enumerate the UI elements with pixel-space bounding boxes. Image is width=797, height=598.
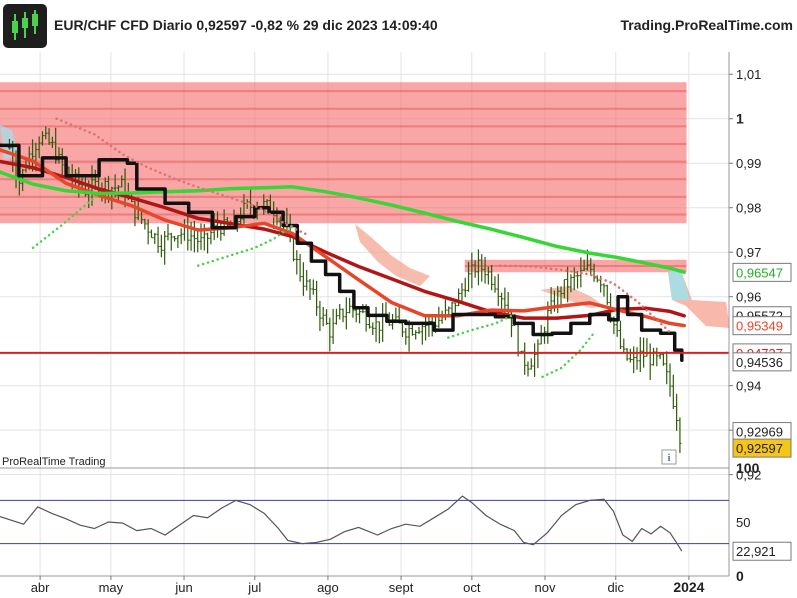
sar-dots [498, 264, 672, 334]
time-tick-label: may [99, 580, 124, 595]
price-label-box [732, 438, 792, 458]
info-icon[interactable] [661, 449, 677, 465]
indicator-tick-label: 50 [736, 515, 750, 530]
info-icon-glyph: i [667, 452, 670, 464]
candlestick-logo-icon [3, 4, 47, 48]
sar-dots [447, 313, 516, 339]
indicator-tick-label: 100 [736, 460, 760, 476]
price-tick-label: 0,97 [736, 245, 761, 260]
resistance-zone [464, 259, 687, 273]
time-tick-label: ago [317, 580, 339, 595]
price-tick-label: 0,94 [736, 379, 761, 394]
price-tick-label: 1,01 [736, 67, 761, 82]
price-tick-label: 0,99 [736, 156, 761, 171]
price-tick-label: 0,96 [736, 290, 761, 305]
time-tick-label: nov [534, 580, 555, 595]
indicator-title: ProRealTime Trading [2, 456, 106, 468]
time-tick-label: abr [31, 580, 50, 595]
price-tick-label: 1 [736, 111, 744, 127]
indicator-lines [0, 117, 686, 379]
indicator-panel: 100 50 0 22,921 [0, 460, 792, 584]
sar-dots [196, 224, 294, 267]
time-tick-label: jun [174, 580, 192, 595]
time-tick-label: oct [463, 580, 481, 595]
price-label: 0,94536 [736, 355, 783, 370]
indicator-tick-label: 0 [736, 568, 744, 584]
price-label: 0,92969 [736, 425, 783, 440]
sar-dots [31, 193, 101, 250]
price-tick-label: 0,98 [736, 201, 761, 216]
price-label: 0,95349 [736, 319, 783, 334]
price-label-box [732, 262, 792, 282]
indicator-value-box [732, 541, 792, 561]
moving-average-line [0, 143, 684, 363]
time-tick-label: 2024 [673, 579, 704, 595]
moving-average-line [0, 148, 686, 328]
sar-dots [541, 331, 596, 379]
resistance-zones [0, 82, 687, 273]
chart-header: EUR/CHF CFD Diario 0,92597 -0,82 % 29 di… [0, 0, 797, 52]
price-label-box [732, 316, 792, 336]
time-tick-label: sept [389, 580, 414, 595]
moving-average-line [0, 170, 686, 274]
price-label: 0,92597 [736, 441, 783, 456]
time-tick-label: jul [247, 580, 261, 595]
sar-dots [55, 117, 308, 236]
price-tick-label: 0,92 [736, 468, 761, 483]
price-labels: 0,965470,955720,953490,947370,945360,929… [732, 262, 792, 458]
time-axis: abr may jun jul ago sept oct nov dic 2024 [31, 576, 705, 595]
price-label-box [732, 352, 792, 372]
indicator-line [0, 495, 683, 552]
brand-link[interactable]: Trading.ProRealTime.com [620, 17, 793, 33]
price-label: 0,96547 [736, 265, 783, 280]
time-tick-label: dic [607, 580, 624, 595]
indicator-value-label: 22,921 [736, 544, 776, 559]
chart-title: EUR/CHF CFD Diario 0,92597 -0,82 % 29 di… [54, 17, 438, 33]
resistance-zone [0, 82, 687, 224]
